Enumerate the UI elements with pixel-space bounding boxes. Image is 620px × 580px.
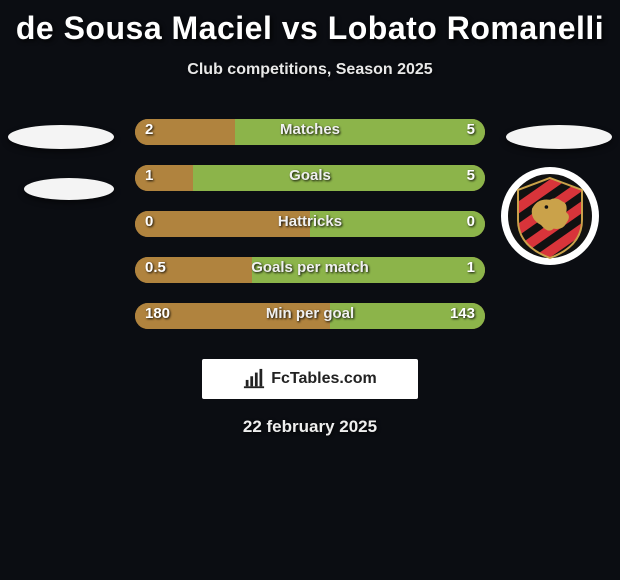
- stat-bar-left: [135, 165, 193, 191]
- watermark-text: FcTables.com: [271, 370, 377, 388]
- stat-bar: [135, 211, 485, 237]
- watermark-badge: FcTables.com: [202, 359, 418, 399]
- stat-bar: [135, 119, 485, 145]
- stat-value-right: 5: [467, 167, 475, 184]
- subtitle: Club competitions, Season 2025: [0, 61, 620, 79]
- stat-value-right: 0: [467, 213, 475, 230]
- stat-value-right: 1: [467, 259, 475, 276]
- stat-bar: [135, 165, 485, 191]
- stat-row: 15Goals: [0, 155, 620, 201]
- stat-bar-right: [235, 119, 485, 145]
- stat-bar: [135, 257, 485, 283]
- stat-value-right: 5: [467, 121, 475, 138]
- stat-bar-right: [252, 257, 485, 283]
- stat-value-left: 0.5: [145, 259, 166, 276]
- stat-value-left: 2: [145, 121, 153, 138]
- stat-bar-right: [310, 211, 485, 237]
- stats-comparison-chart: 25Matches15Goals00Hattricks0.51Goals per…: [0, 109, 620, 339]
- stat-row: 180143Min per goal: [0, 293, 620, 339]
- page-title: de Sousa Maciel vs Lobato Romanelli: [0, 0, 620, 47]
- stat-bar-left: [135, 211, 310, 237]
- stat-bar: [135, 303, 485, 329]
- stat-value-left: 1: [145, 167, 153, 184]
- bar-chart-icon: [243, 368, 265, 390]
- stat-row: 0.51Goals per match: [0, 247, 620, 293]
- stat-value-left: 180: [145, 305, 170, 322]
- stat-value-left: 0: [145, 213, 153, 230]
- date-label: 22 february 2025: [0, 417, 620, 437]
- stat-value-right: 143: [450, 305, 475, 322]
- stat-row: 00Hattricks: [0, 201, 620, 247]
- stat-bar-right: [193, 165, 485, 191]
- stat-row: 25Matches: [0, 109, 620, 155]
